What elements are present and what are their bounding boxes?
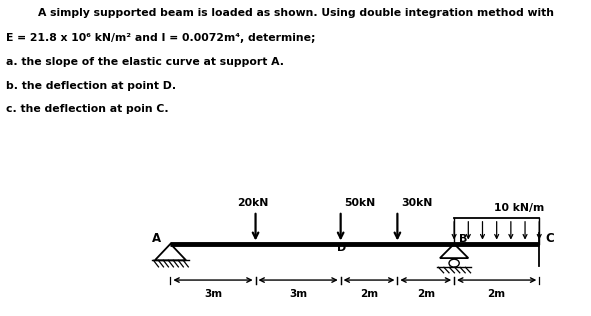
Text: A: A xyxy=(152,232,161,245)
Text: 10 kN/m: 10 kN/m xyxy=(494,204,544,213)
Text: b. the deflection at point D.: b. the deflection at point D. xyxy=(6,81,176,91)
Text: D: D xyxy=(337,243,346,253)
Text: B: B xyxy=(459,234,467,244)
Text: 2m: 2m xyxy=(417,289,435,299)
Text: C: C xyxy=(545,232,554,245)
Text: a. the slope of the elastic curve at support A.: a. the slope of the elastic curve at sup… xyxy=(6,57,284,67)
Text: 30kN: 30kN xyxy=(401,198,432,208)
Text: E = 21.8 x 10⁶ kN/m² and I = 0.0072m⁴, determine;: E = 21.8 x 10⁶ kN/m² and I = 0.0072m⁴, d… xyxy=(6,33,316,43)
Text: c. the deflection at poin C.: c. the deflection at poin C. xyxy=(6,104,168,114)
Text: 3m: 3m xyxy=(204,289,222,299)
Text: 50kN: 50kN xyxy=(344,198,375,208)
Text: 20kN: 20kN xyxy=(237,198,268,208)
Text: 2m: 2m xyxy=(488,289,506,299)
Text: 2m: 2m xyxy=(360,289,378,299)
Text: 3m: 3m xyxy=(289,289,307,299)
Text: A simply supported beam is loaded as shown. Using double integration method with: A simply supported beam is loaded as sho… xyxy=(37,8,554,18)
